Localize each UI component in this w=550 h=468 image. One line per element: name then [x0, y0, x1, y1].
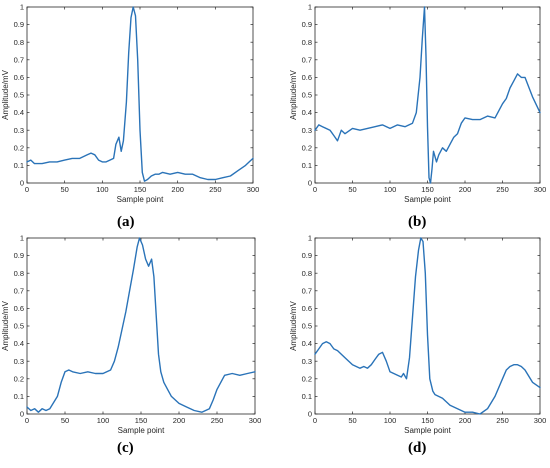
y-tick-label-a-0_9: 0.9 — [14, 20, 24, 29]
x-tick-label-b-150: 150 — [421, 185, 434, 194]
y-tick-label-c-0_9: 0.9 — [14, 251, 24, 260]
y-tick-label-b-0_2: 0.2 — [302, 143, 312, 152]
x-tick-label-a-0: 0 — [25, 185, 29, 194]
x-tick-label-c-150: 150 — [135, 416, 148, 425]
y-tick-label-c-0_8: 0.8 — [14, 269, 24, 278]
y-tick-label-c-0_3: 0.3 — [14, 357, 24, 366]
y-tick-label-d-1: 1 — [308, 234, 312, 243]
x-tick-label-d-200: 200 — [459, 416, 472, 425]
panel-label-a: (a) — [117, 214, 135, 230]
y-axis-label-a: Amplitude/mV — [1, 69, 10, 119]
x-tick-label-d-250: 250 — [496, 416, 509, 425]
x-tick-label-c-100: 100 — [97, 416, 110, 425]
panel-label-b: (b) — [408, 214, 427, 230]
y-tick-label-b-0_5: 0.5 — [302, 91, 312, 100]
x-tick-label-a-300: 300 — [247, 185, 260, 194]
y-axis-label-c: Amplitude/mV — [1, 300, 10, 350]
y-tick-label-a-0_3: 0.3 — [14, 126, 24, 135]
y-tick-label-a-0_6: 0.6 — [14, 73, 24, 82]
x-tick-label-a-150: 150 — [134, 185, 147, 194]
y-tick-label-a-1: 1 — [20, 3, 24, 12]
y-tick-label-d-0_4: 0.4 — [302, 339, 312, 348]
y-tick-label-b-0_8: 0.8 — [302, 38, 312, 47]
y-tick-label-a-0_1: 0.1 — [14, 161, 24, 170]
panel-c: 0 50 100 150 200 250 300 0 0.1 0.2 0.3 0.4 0.5 0.6 0.7… — [1, 234, 261, 435]
x-axis-label-d: Sample point — [404, 426, 451, 435]
y-tick-label-d-0_8: 0.8 — [302, 269, 312, 278]
y-tick-label-d-0_2: 0.2 — [302, 374, 312, 383]
x-tick-label-b-0: 0 — [313, 185, 317, 194]
y-tick-label-d-0_5: 0.5 — [302, 322, 312, 331]
x-axis-label-c: Sample point — [118, 426, 165, 435]
y-tick-label-a-0_7: 0.7 — [14, 55, 24, 64]
panel-d: 0 50 100 150 200 250 300 0 0.1 0.2 0.3 0.4 0.5 0.6 0.7… — [289, 234, 546, 435]
x-tick-label-a-250: 250 — [209, 185, 222, 194]
y-tick-label-a-0_2: 0.2 — [14, 143, 24, 152]
y-tick-label-c-0_1: 0.1 — [14, 392, 24, 401]
panel-b: 0 50 100 150 200 250 300 0 0.1 0.2 0.3 0.4 0.5 0.6 0.7… — [289, 3, 546, 204]
series-line-c — [26, 237, 256, 413]
y-tick-label-b-0_3: 0.3 — [302, 126, 312, 135]
x-tick-label-d-150: 150 — [421, 416, 434, 425]
panel-label-c: (c) — [117, 440, 134, 456]
x-tick-label-c-0: 0 — [25, 416, 29, 425]
y-tick-label-a-0: 0 — [20, 179, 24, 188]
y-tick-label-c-0: 0 — [20, 410, 24, 419]
axes-box-a — [26, 6, 254, 184]
x-tick-label-c-200: 200 — [173, 416, 186, 425]
y-tick-label-d-0_9: 0.9 — [302, 251, 312, 260]
y-tick-label-b-0: 0 — [308, 179, 312, 188]
x-tick-label-b-50: 50 — [348, 185, 356, 194]
x-tick-label-a-200: 200 — [171, 185, 184, 194]
x-tick-label-d-0: 0 — [313, 416, 317, 425]
x-tick-label-a-100: 100 — [96, 185, 109, 194]
y-tick-label-b-1: 1 — [308, 3, 312, 12]
panel-label-d: (d) — [408, 440, 427, 456]
panel-a: 0 50 100 150 200 250 300 0 0.1 0.2 0.3 0.4 0.5 0.6 0.7… — [1, 3, 259, 204]
y-tick-label-b-0_9: 0.9 — [302, 20, 312, 29]
x-axis-label-a: Sample point — [117, 195, 164, 204]
x-tick-label-b-250: 250 — [496, 185, 509, 194]
y-tick-label-c-0_5: 0.5 — [14, 322, 24, 331]
y-tick-label-a-0_5: 0.5 — [14, 91, 24, 100]
y-tick-label-a-0_4: 0.4 — [14, 108, 24, 117]
y-tick-label-c-0_6: 0.6 — [14, 304, 24, 313]
x-tick-label-b-100: 100 — [384, 185, 397, 194]
y-tick-label-b-0_7: 0.7 — [302, 55, 312, 64]
series-line-d — [314, 237, 541, 415]
x-axis-label-b: Sample point — [404, 195, 451, 204]
y-tick-label-d-0_1: 0.1 — [302, 392, 312, 401]
y-tick-label-b-0_6: 0.6 — [302, 73, 312, 82]
axes-box-c — [26, 237, 256, 415]
y-tick-label-b-0_1: 0.1 — [302, 161, 312, 170]
y-tick-label-c-0_4: 0.4 — [14, 339, 24, 348]
y-tick-label-c-0_2: 0.2 — [14, 374, 24, 383]
x-tick-label-d-100: 100 — [384, 416, 397, 425]
y-tick-label-b-0_4: 0.4 — [302, 108, 312, 117]
x-tick-label-d-300: 300 — [534, 416, 547, 425]
x-tick-label-b-200: 200 — [459, 185, 472, 194]
x-tick-label-a-50: 50 — [60, 185, 68, 194]
y-axis-label-b: Amplitude/mV — [289, 69, 298, 119]
x-tick-label-c-50: 50 — [61, 416, 69, 425]
series-line-a — [26, 6, 254, 182]
y-tick-label-a-0_8: 0.8 — [14, 38, 24, 47]
x-tick-label-d-50: 50 — [348, 416, 356, 425]
y-tick-label-d-0: 0 — [308, 410, 312, 419]
y-tick-label-d-0_3: 0.3 — [302, 357, 312, 366]
y-tick-label-d-0_6: 0.6 — [302, 304, 312, 313]
x-tick-label-c-250: 250 — [211, 416, 224, 425]
x-tick-label-c-300: 300 — [249, 416, 262, 425]
y-tick-label-c-1: 1 — [20, 234, 24, 243]
y-tick-label-c-0_7: 0.7 — [14, 286, 24, 295]
y-tick-label-d-0_7: 0.7 — [302, 286, 312, 295]
x-tick-label-b-300: 300 — [534, 185, 547, 194]
series-line-b — [314, 6, 541, 184]
y-axis-label-d: Amplitude/mV — [289, 300, 298, 350]
